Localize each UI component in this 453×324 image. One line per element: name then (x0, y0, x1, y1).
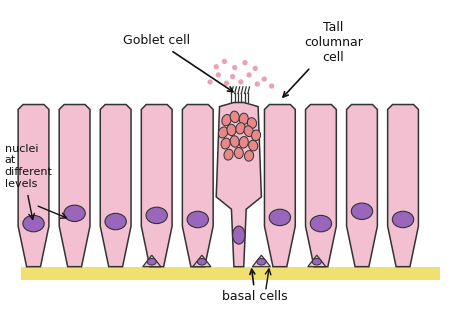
Ellipse shape (247, 118, 256, 128)
Ellipse shape (105, 213, 126, 230)
Ellipse shape (224, 80, 229, 86)
Ellipse shape (249, 140, 258, 151)
Text: Tall
columnar
cell: Tall columnar cell (283, 21, 363, 97)
Ellipse shape (261, 76, 267, 82)
Ellipse shape (242, 60, 248, 65)
Ellipse shape (64, 205, 85, 222)
Ellipse shape (232, 65, 237, 70)
Ellipse shape (187, 211, 208, 228)
Ellipse shape (269, 209, 290, 226)
Polygon shape (143, 255, 161, 267)
Ellipse shape (233, 226, 245, 244)
Ellipse shape (216, 72, 221, 78)
Polygon shape (265, 105, 295, 267)
Ellipse shape (352, 203, 373, 219)
Ellipse shape (227, 124, 236, 136)
Text: basal cells: basal cells (222, 269, 288, 303)
Ellipse shape (23, 215, 44, 232)
Ellipse shape (245, 151, 254, 161)
Ellipse shape (198, 259, 207, 265)
Ellipse shape (236, 123, 245, 134)
Polygon shape (100, 105, 131, 267)
Polygon shape (193, 255, 211, 267)
Ellipse shape (230, 74, 235, 79)
Ellipse shape (221, 138, 230, 149)
Ellipse shape (253, 66, 258, 71)
Ellipse shape (207, 79, 213, 85)
Polygon shape (183, 105, 213, 267)
Ellipse shape (230, 111, 239, 122)
Polygon shape (141, 105, 172, 267)
Ellipse shape (147, 259, 156, 265)
Ellipse shape (257, 259, 266, 265)
Bar (21, 267, 440, 280)
Ellipse shape (246, 72, 252, 78)
Ellipse shape (239, 113, 248, 125)
Polygon shape (18, 105, 49, 267)
Ellipse shape (251, 130, 260, 141)
Text: Goblet cell: Goblet cell (123, 34, 233, 92)
Polygon shape (308, 255, 326, 267)
Ellipse shape (269, 83, 275, 89)
Ellipse shape (146, 207, 167, 224)
Ellipse shape (392, 211, 414, 228)
Polygon shape (347, 105, 377, 267)
Ellipse shape (222, 114, 231, 126)
Polygon shape (216, 102, 261, 267)
Ellipse shape (255, 81, 260, 87)
Ellipse shape (222, 59, 227, 64)
Polygon shape (388, 105, 419, 267)
Polygon shape (59, 105, 90, 267)
Ellipse shape (230, 136, 239, 147)
Ellipse shape (310, 215, 332, 232)
Ellipse shape (234, 147, 243, 158)
Ellipse shape (244, 126, 253, 137)
Text: nuclei
at
different
levels: nuclei at different levels (5, 144, 53, 189)
Polygon shape (305, 105, 336, 267)
Ellipse shape (213, 64, 219, 69)
Ellipse shape (312, 259, 321, 265)
Ellipse shape (218, 127, 228, 138)
Ellipse shape (224, 149, 233, 160)
Polygon shape (252, 255, 270, 267)
Ellipse shape (238, 79, 244, 85)
Ellipse shape (239, 137, 248, 148)
